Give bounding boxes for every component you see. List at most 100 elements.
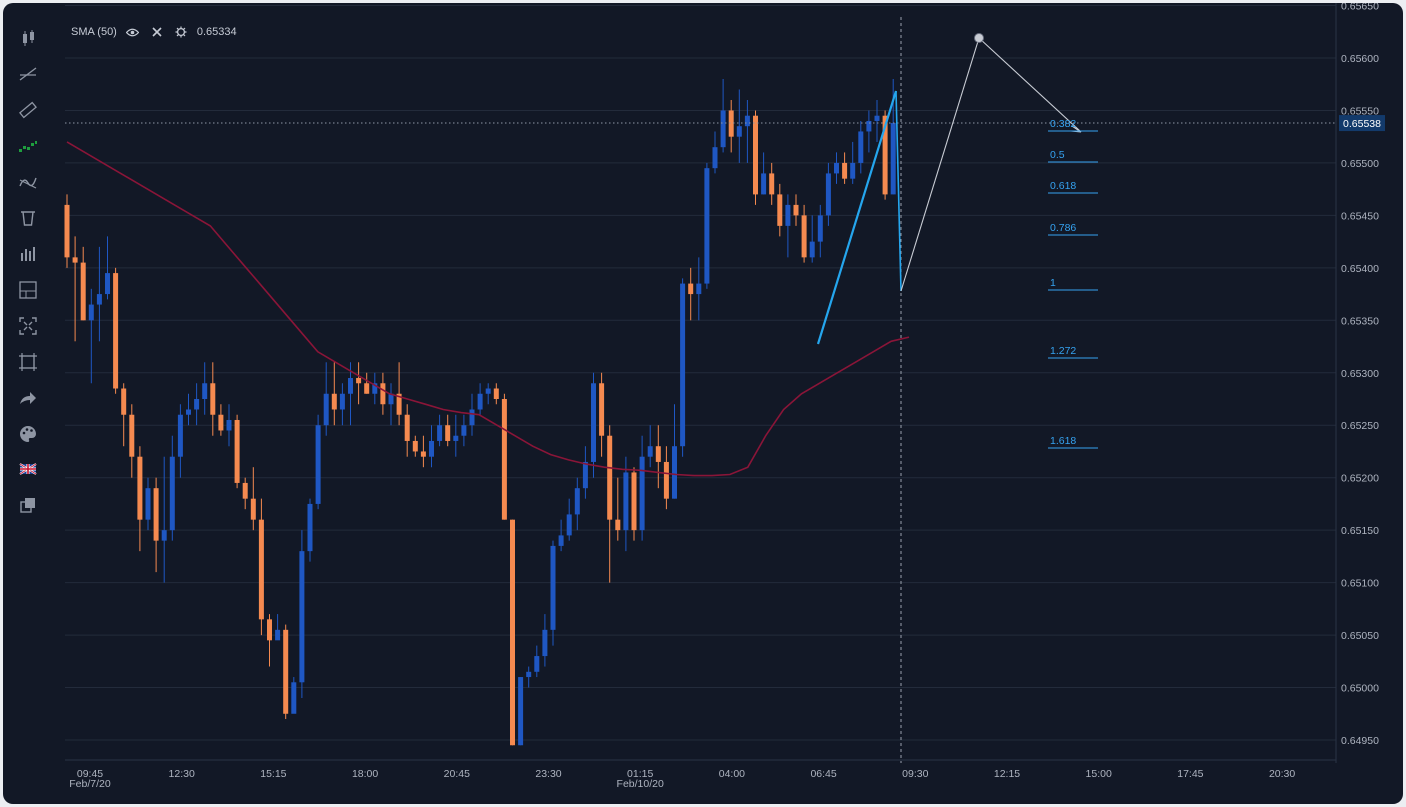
bullish-candle xyxy=(453,435,459,441)
time-tick-label: 20:45 xyxy=(444,768,470,780)
bullish-candle xyxy=(186,409,191,415)
current-price-tag xyxy=(1339,115,1385,132)
price-tick-label: 0.65550 xyxy=(1341,105,1379,117)
price-chart[interactable]: 0.64950 0.65000 0.65050 0.65100 0.65150 0.652… xyxy=(3,3,1403,804)
bar-pattern-icon[interactable] xyxy=(15,133,41,159)
bullish-candle xyxy=(696,283,702,295)
bullish-candle xyxy=(704,168,710,284)
bullish-candle xyxy=(890,123,896,195)
bullish-candle xyxy=(461,425,467,436)
fullscreen-icon[interactable] xyxy=(15,313,41,339)
fib-level-label: 0.382 xyxy=(1050,118,1076,130)
drawing-toolbar xyxy=(3,3,55,804)
time-tick-label: 09:45 xyxy=(77,768,103,780)
bullish-candle xyxy=(526,671,532,678)
drag-handle[interactable] xyxy=(974,33,984,43)
price-tick-label: 0.65650 xyxy=(1341,3,1379,13)
indicators-icon[interactable] xyxy=(15,169,41,195)
projection-leg-cd xyxy=(978,37,1081,132)
bearish-candle xyxy=(663,461,669,499)
bearish-candle xyxy=(258,519,264,620)
current-price-label: 0.65538 xyxy=(1343,118,1381,130)
bullish-candle xyxy=(647,446,653,457)
time-tick-label: 06:45 xyxy=(810,768,836,780)
price-tick-label: 0.65350 xyxy=(1341,315,1379,327)
crop-icon[interactable] xyxy=(15,349,41,375)
bullish-candle xyxy=(817,215,823,242)
bullish-candle xyxy=(744,115,750,127)
price-tick-label: 0.65050 xyxy=(1341,630,1379,642)
close-icon[interactable] xyxy=(149,24,165,40)
bullish-candle xyxy=(591,383,596,462)
bearish-candle xyxy=(137,456,143,520)
sma-line xyxy=(66,141,910,477)
time-tick-label: 23:30 xyxy=(535,768,561,780)
trash-icon[interactable] xyxy=(15,205,41,231)
bullish-candle xyxy=(177,414,183,457)
bullish-candle xyxy=(388,393,394,405)
bearish-candle xyxy=(396,393,402,415)
bearish-candle xyxy=(615,519,621,531)
bullish-candle xyxy=(161,530,167,541)
bearish-candle xyxy=(121,388,127,415)
ruler-icon[interactable] xyxy=(15,97,41,123)
bullish-candle xyxy=(145,488,151,520)
bullish-candle xyxy=(858,131,864,163)
price-tick-label: 0.65250 xyxy=(1341,420,1379,432)
time-tick-label: 04:00 xyxy=(719,768,745,780)
bearish-candle xyxy=(242,482,248,499)
share-icon[interactable] xyxy=(15,385,41,411)
bullish-candle xyxy=(372,383,378,394)
bearish-candle xyxy=(129,414,135,457)
pattern-leg-xa xyxy=(816,90,898,345)
bearish-candle xyxy=(267,619,272,641)
bullish-candle xyxy=(485,388,491,394)
bullish-candle xyxy=(518,677,524,746)
bullish-candle xyxy=(291,682,297,714)
gear-icon[interactable] xyxy=(173,24,189,40)
bullish-candle xyxy=(680,283,686,447)
time-tick-label: 18:00 xyxy=(352,768,378,780)
bullish-candle xyxy=(96,294,102,305)
price-tick-label: 0.64950 xyxy=(1341,735,1379,747)
layers-icon[interactable] xyxy=(15,492,41,518)
bullish-candle xyxy=(542,629,548,657)
bullish-candle xyxy=(874,115,880,121)
candles-icon[interactable] xyxy=(15,25,41,51)
pattern-leg-ab xyxy=(895,90,902,292)
fib-level-label: 1.272 xyxy=(1050,345,1076,357)
bullish-candle xyxy=(574,488,580,515)
time-tick-label: 01:15 xyxy=(627,768,653,780)
volume-icon[interactable] xyxy=(15,241,41,267)
time-tick-label: 15:00 xyxy=(1086,768,1112,780)
bearish-candle xyxy=(250,498,256,520)
eye-icon[interactable] xyxy=(125,24,141,40)
bullish-candle xyxy=(315,425,321,504)
time-tick-label: 17:45 xyxy=(1177,768,1203,780)
fib-level-label: 1.618 xyxy=(1050,435,1076,447)
chart-window: 0.64950 0.65000 0.65050 0.65100 0.65150 0.652… xyxy=(3,3,1403,804)
bullish-candle xyxy=(834,162,839,174)
bearish-candle xyxy=(728,110,734,137)
bullish-candle xyxy=(477,393,483,410)
bearish-candle xyxy=(631,472,637,531)
trendline-icon[interactable] xyxy=(15,61,41,87)
layout-icon[interactable] xyxy=(15,277,41,303)
bearish-candle xyxy=(599,383,605,436)
bearish-candle xyxy=(234,419,240,483)
price-tick-label: 0.65300 xyxy=(1341,368,1379,380)
bullish-candle xyxy=(348,378,353,394)
bullish-candle xyxy=(623,472,629,531)
projection-leg-bc xyxy=(900,37,980,292)
bearish-candle xyxy=(510,519,515,746)
bullish-candle xyxy=(582,461,588,489)
indicator-value: 0.65334 xyxy=(196,26,237,38)
palette-icon[interactable] xyxy=(15,421,41,447)
bullish-candle xyxy=(712,147,718,169)
bullish-candle xyxy=(307,503,313,552)
bearish-candle xyxy=(331,393,337,410)
uk-flag-icon[interactable] xyxy=(15,456,41,482)
fib-level-label: 0.618 xyxy=(1050,180,1076,192)
bearish-candle xyxy=(80,262,86,321)
bullish-candle xyxy=(558,535,564,546)
